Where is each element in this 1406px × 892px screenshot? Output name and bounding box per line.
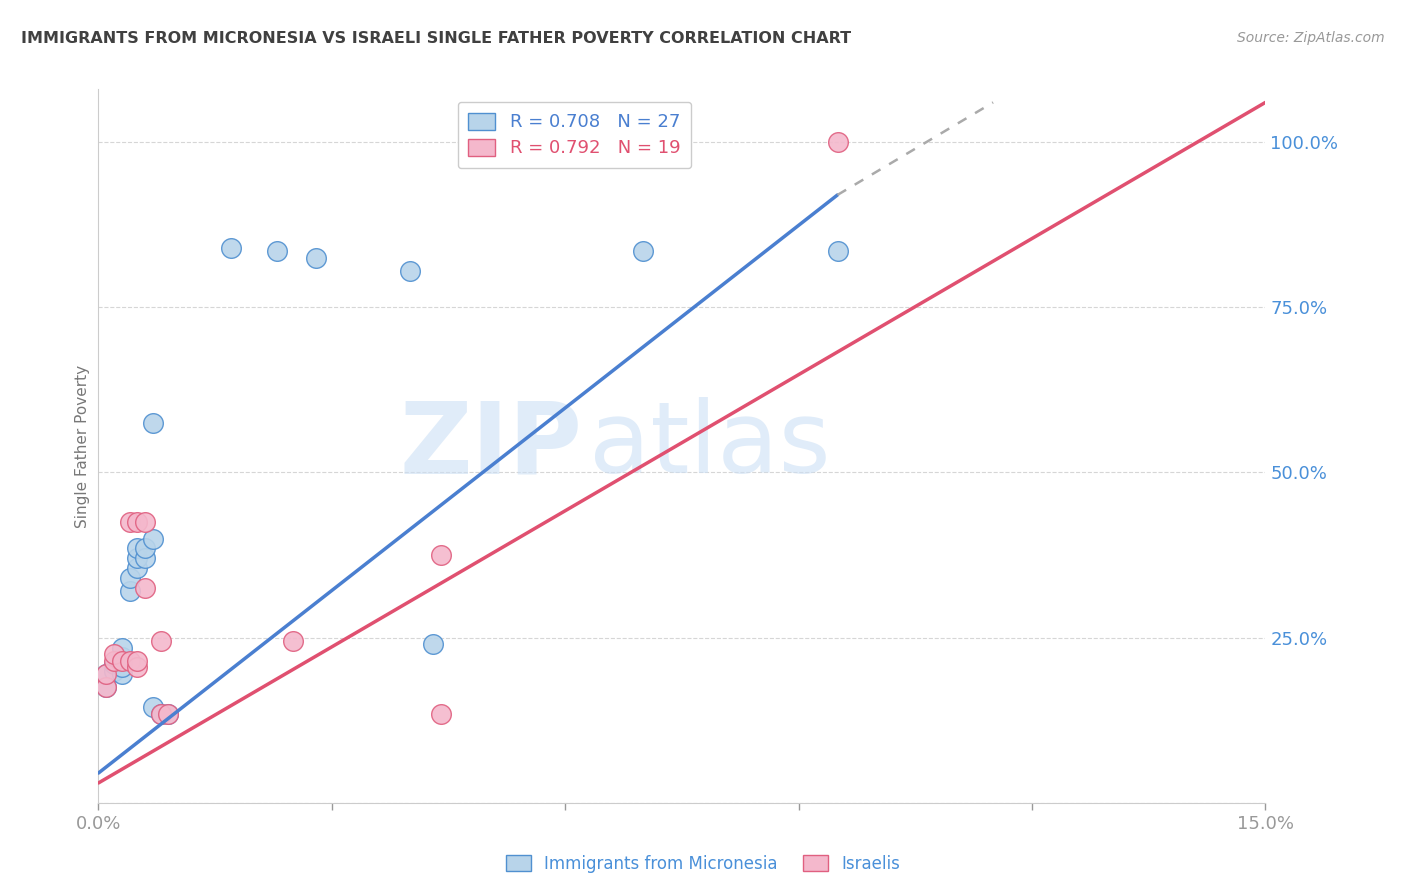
Point	[127, 660, 149, 674]
Point	[827, 135, 849, 149]
Point	[103, 647, 125, 661]
Point	[134, 515, 156, 529]
Point	[281, 634, 304, 648]
Point	[111, 667, 134, 681]
Point	[103, 664, 125, 678]
Point	[96, 680, 118, 694]
Text: IMMIGRANTS FROM MICRONESIA VS ISRAELI SINGLE FATHER POVERTY CORRELATION CHART: IMMIGRANTS FROM MICRONESIA VS ISRAELI SI…	[21, 31, 851, 46]
Point	[127, 541, 149, 556]
Point	[429, 706, 451, 721]
Y-axis label: Single Father Poverty: Single Father Poverty	[75, 365, 90, 527]
Point	[96, 667, 118, 681]
Point	[127, 654, 149, 668]
Point	[134, 581, 156, 595]
Point	[398, 264, 420, 278]
Point	[422, 637, 444, 651]
Point	[134, 541, 156, 556]
Point	[96, 680, 118, 694]
Point	[149, 706, 172, 721]
Point	[118, 584, 141, 599]
Point	[118, 515, 141, 529]
Text: atlas: atlas	[589, 398, 830, 494]
Point	[103, 657, 125, 671]
Point	[127, 561, 149, 575]
Point	[134, 551, 156, 566]
Point	[142, 416, 165, 430]
Point	[219, 241, 242, 255]
Point	[142, 532, 165, 546]
Point	[149, 706, 172, 721]
Point	[429, 548, 451, 562]
Point	[118, 654, 141, 668]
Point	[157, 706, 180, 721]
Point	[118, 571, 141, 585]
Point	[305, 251, 328, 265]
Point	[142, 700, 165, 714]
Text: Source: ZipAtlas.com: Source: ZipAtlas.com	[1237, 31, 1385, 45]
Point	[827, 244, 849, 258]
Text: ZIP: ZIP	[399, 398, 582, 494]
Point	[111, 654, 134, 668]
Point	[96, 667, 118, 681]
Point	[149, 634, 172, 648]
Point	[103, 654, 125, 668]
Point	[266, 244, 288, 258]
Point	[111, 650, 134, 665]
Point	[127, 551, 149, 566]
Legend: R = 0.708   N = 27, R = 0.792   N = 19: R = 0.708 N = 27, R = 0.792 N = 19	[457, 102, 692, 169]
Point	[127, 515, 149, 529]
Point	[157, 706, 180, 721]
Point	[111, 660, 134, 674]
Point	[631, 244, 654, 258]
Legend: Immigrants from Micronesia, Israelis: Immigrants from Micronesia, Israelis	[499, 848, 907, 880]
Point	[111, 640, 134, 655]
